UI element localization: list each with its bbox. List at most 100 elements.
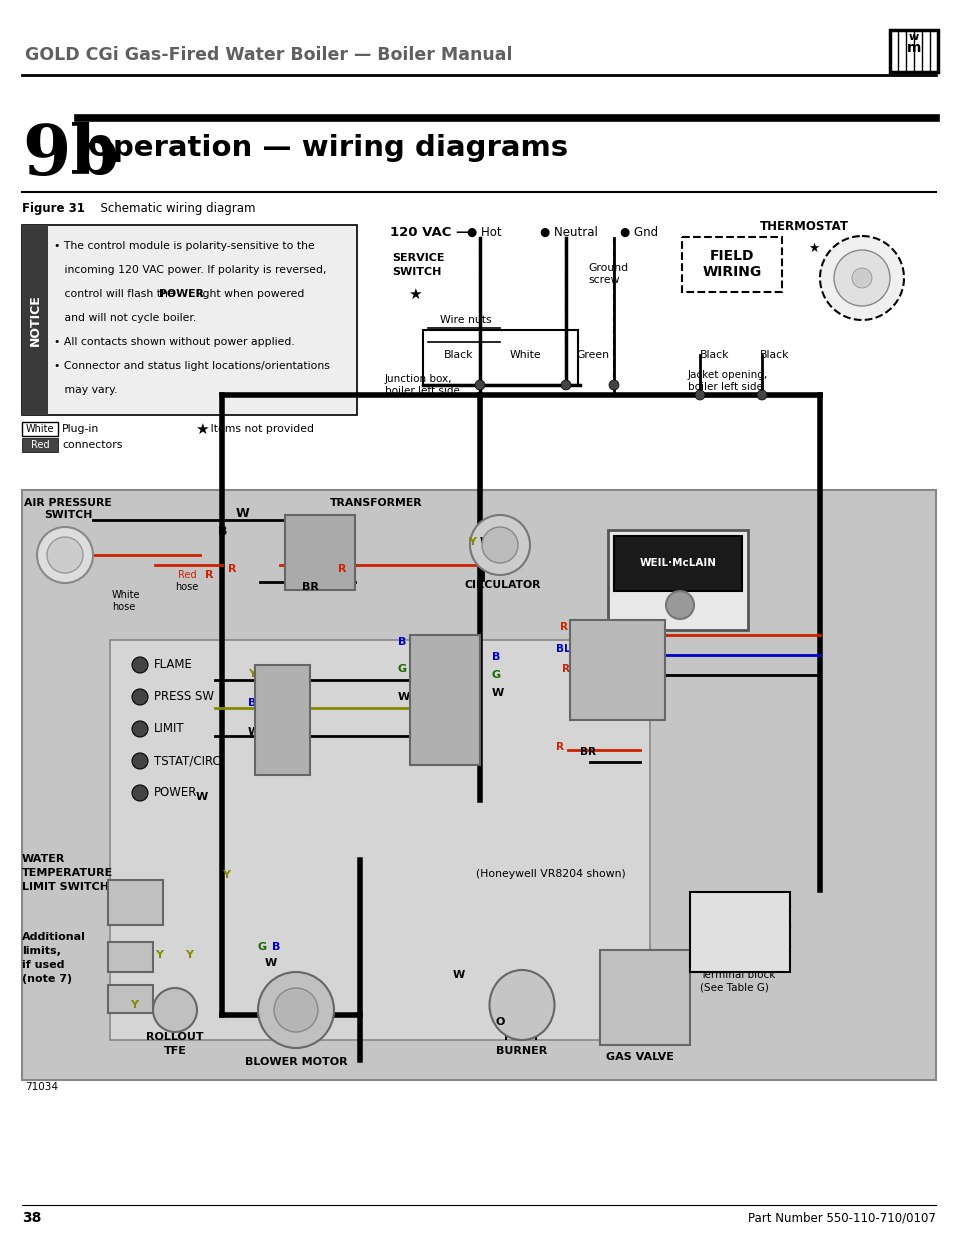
Text: GOLD CGi Gas-Fired Water Boiler — Boiler Manual: GOLD CGi Gas-Fired Water Boiler — Boiler… <box>25 46 512 64</box>
Text: Black: Black <box>760 350 789 359</box>
Circle shape <box>37 527 92 583</box>
Text: BURNER: BURNER <box>496 1046 547 1056</box>
Text: control will flash the: control will flash the <box>54 289 178 299</box>
FancyBboxPatch shape <box>681 237 781 291</box>
Text: w: w <box>908 32 918 42</box>
Bar <box>22 422 58 436</box>
Circle shape <box>481 527 517 563</box>
Text: W: W <box>479 537 492 547</box>
Text: R: R <box>561 664 569 674</box>
Text: • Connector and status light locations/orientations: • Connector and status light locations/o… <box>54 361 330 370</box>
Bar <box>285 515 355 590</box>
Text: POWER: POWER <box>159 289 204 299</box>
Text: incoming 120 VAC power. If polarity is reversed,: incoming 120 VAC power. If polarity is r… <box>54 266 326 275</box>
Text: Terminal block: Terminal block <box>700 969 775 981</box>
Circle shape <box>560 380 571 390</box>
Text: hose: hose <box>174 582 198 592</box>
Text: B: B <box>272 942 280 952</box>
Text: Jacket opening,: Jacket opening, <box>687 370 767 380</box>
Circle shape <box>132 785 148 802</box>
Text: Y: Y <box>468 537 476 547</box>
Text: B: B <box>492 652 500 662</box>
Text: B: B <box>397 637 406 647</box>
Text: O: O <box>496 1016 505 1028</box>
Text: Y: Y <box>154 950 163 960</box>
Text: connectors: connectors <box>62 440 122 450</box>
Bar <box>110 640 649 1040</box>
Text: TEMPERATURE: TEMPERATURE <box>22 868 113 878</box>
Text: (note 7): (note 7) <box>22 974 72 984</box>
Text: W: W <box>195 792 208 802</box>
Text: "A": "A" <box>700 920 718 930</box>
Circle shape <box>132 721 148 737</box>
Text: W: W <box>758 918 769 927</box>
Bar <box>422 330 578 385</box>
Circle shape <box>608 380 618 390</box>
Text: Y: Y <box>130 1000 138 1010</box>
Text: screw: screw <box>587 275 618 285</box>
Text: B: B <box>599 664 607 674</box>
Circle shape <box>833 249 889 306</box>
Text: 9b: 9b <box>22 121 119 189</box>
Text: W: W <box>598 643 609 655</box>
Text: White: White <box>26 424 54 433</box>
Text: and will not cycle boiler.: and will not cycle boiler. <box>54 312 196 324</box>
Text: B: B <box>599 622 607 632</box>
Circle shape <box>152 988 196 1032</box>
Text: R: R <box>337 564 346 574</box>
Text: • All contacts shown without power applied.: • All contacts shown without power appli… <box>54 337 294 347</box>
Text: BR: BR <box>302 582 318 592</box>
Text: W: W <box>265 958 277 968</box>
Text: SWITCH: SWITCH <box>392 267 441 277</box>
Text: Y: Y <box>579 620 587 630</box>
Text: GAS VALVE: GAS VALVE <box>605 1052 673 1062</box>
Text: may vary.: may vary. <box>54 385 117 395</box>
Bar <box>254 664 310 776</box>
Text: hose: hose <box>112 601 135 613</box>
Bar <box>22 225 356 415</box>
Text: W: W <box>397 692 410 701</box>
Text: FLAME: FLAME <box>153 658 193 672</box>
Text: WEIL·McLAIN: WEIL·McLAIN <box>639 558 716 568</box>
Text: Red: Red <box>30 440 50 450</box>
Text: BLOWER MOTOR: BLOWER MOTOR <box>244 1057 347 1067</box>
Circle shape <box>132 689 148 705</box>
Text: "C": "C" <box>700 900 718 910</box>
Text: AIR PRESSURE: AIR PRESSURE <box>24 498 112 508</box>
Text: NOTICE: NOTICE <box>29 294 42 346</box>
Text: Black: Black <box>700 350 729 359</box>
Text: "B": "B" <box>700 940 718 950</box>
Bar <box>108 942 152 972</box>
Text: LIMIT: LIMIT <box>153 722 185 736</box>
Circle shape <box>851 268 871 288</box>
Text: m: m <box>906 41 921 56</box>
Text: 71034: 71034 <box>25 1082 58 1092</box>
Text: (Honeywell VR8204 shown): (Honeywell VR8204 shown) <box>476 869 625 879</box>
Text: FIELD: FIELD <box>709 249 754 263</box>
Text: Figure 31: Figure 31 <box>22 203 85 215</box>
Text: ● Neutral: ● Neutral <box>539 226 598 238</box>
Text: limits,: limits, <box>22 946 61 956</box>
Text: Red: Red <box>178 571 196 580</box>
Bar <box>22 225 48 415</box>
Text: W: W <box>248 727 260 737</box>
Text: B: B <box>248 698 256 708</box>
Bar <box>599 950 689 1045</box>
Circle shape <box>257 972 334 1049</box>
Circle shape <box>274 988 317 1032</box>
Text: TRANSFORMER: TRANSFORMER <box>330 498 422 508</box>
Circle shape <box>695 390 704 400</box>
Text: Additional: Additional <box>22 932 86 942</box>
Text: Items not provided: Items not provided <box>207 424 314 433</box>
Text: Y: Y <box>248 669 255 679</box>
Text: ROLLOUT: ROLLOUT <box>146 1032 204 1042</box>
Circle shape <box>475 380 484 390</box>
Ellipse shape <box>489 969 554 1040</box>
Text: B: B <box>218 525 227 538</box>
Text: R: R <box>574 642 581 652</box>
Text: BL: BL <box>556 643 570 655</box>
Bar <box>22 438 58 452</box>
Text: THERMOSTAT: THERMOSTAT <box>760 220 848 232</box>
Bar <box>614 536 741 592</box>
Text: PILOT: PILOT <box>503 1032 539 1042</box>
